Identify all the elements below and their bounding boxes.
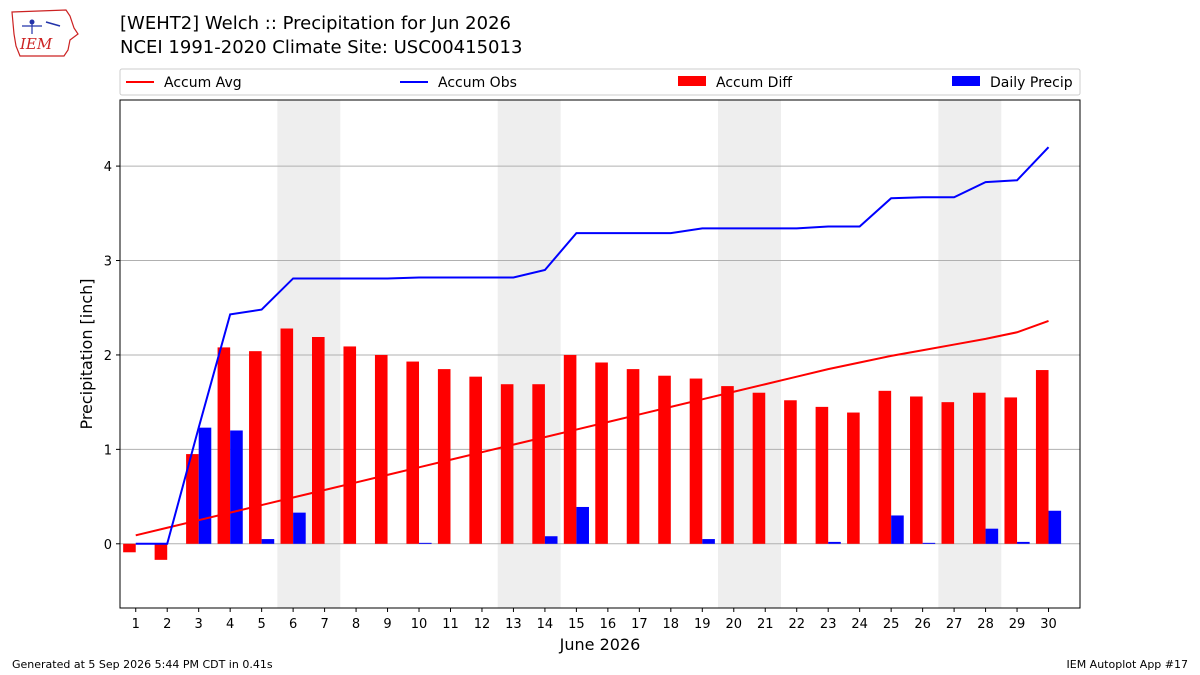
accum-avg-line <box>135 320 1049 537</box>
x-tick-label: 4 <box>226 617 234 632</box>
daily-precip-bar <box>198 427 212 544</box>
daily-precip-bar <box>261 539 275 544</box>
legend-box <box>119 68 1081 96</box>
y-tick-label: 2 <box>104 349 112 364</box>
accum-diff-bar <box>500 384 514 544</box>
x-tick-label: 26 <box>914 617 931 632</box>
accum-diff-bar <box>437 369 451 544</box>
y-tick-label: 3 <box>104 255 112 270</box>
y-tick-label: 4 <box>104 160 112 175</box>
y-tick-label: 0 <box>104 538 112 553</box>
x-axis-label: June 2026 <box>559 635 641 654</box>
x-tick-label: 30 <box>1040 617 1057 632</box>
x-tick-label: 3 <box>195 617 203 632</box>
accum-diff-bar <box>972 392 986 544</box>
y-axis-label: Precipitation [inch] <box>77 278 96 429</box>
accum-diff-bar <box>910 396 923 544</box>
x-tick-label: 1 <box>132 617 140 632</box>
app-footer: IEM Autoplot App #17 <box>1066 658 1189 671</box>
legend-daily-precip-swatch <box>952 76 980 86</box>
x-tick-label: 27 <box>946 617 963 632</box>
x-tick-label: 23 <box>820 617 837 632</box>
accum-diff-bar <box>406 361 420 544</box>
iowa-state-outline <box>11 9 79 57</box>
accum-diff-bar <box>532 384 545 544</box>
daily-precip-bar <box>1048 510 1062 544</box>
accum-diff-bar <box>280 328 294 544</box>
x-tick-label: 19 <box>694 617 711 632</box>
logo-text: IEM <box>19 35 53 53</box>
x-tick-label: 15 <box>568 617 585 632</box>
x-tick-label: 25 <box>883 617 900 632</box>
legend-daily-precip-label: Daily Precip <box>990 75 1073 91</box>
legend-accum-diff-swatch <box>678 76 706 86</box>
chart-title: [WEHT2] Welch :: Precipitation for Jun 2… <box>120 13 511 34</box>
x-tick-label: 22 <box>788 617 805 632</box>
plot-frame <box>119 99 1081 609</box>
legend-accum-diff-label: Accum Diff <box>716 75 792 91</box>
accum-diff-bar <box>1035 370 1049 544</box>
x-tick-label: 8 <box>352 617 360 632</box>
accum-diff-bar <box>154 543 168 560</box>
daily-precip-bar <box>828 541 841 544</box>
daily-precip-bar <box>891 515 904 544</box>
accum-diff-bar <box>343 346 357 544</box>
daily-precip-bar <box>230 430 243 544</box>
accum-diff-bar <box>784 400 797 544</box>
x-tick-label: 21 <box>757 617 774 632</box>
y-tick-label: 1 <box>104 443 112 458</box>
daily-precip-bar <box>1017 541 1030 544</box>
x-tick-label: 28 <box>977 617 994 632</box>
daily-precip-bar <box>702 539 715 544</box>
accum-diff-bar <box>595 362 608 544</box>
accum-diff-bar <box>123 543 136 553</box>
accum-diff-bar <box>374 354 388 544</box>
accum-diff-bar <box>312 337 325 544</box>
daily-precip-bar <box>544 536 558 544</box>
daily-precip-bar <box>985 528 999 544</box>
accum-diff-bar <box>815 406 829 544</box>
x-tick-label: 12 <box>474 617 491 632</box>
iem-logo: IEM <box>11 9 79 57</box>
x-tick-label: 10 <box>411 617 428 632</box>
accum-diff-bar <box>941 402 955 544</box>
accum-diff-bar <box>878 390 892 544</box>
x-tick-label: 29 <box>1009 617 1026 632</box>
x-tick-label: 5 <box>257 617 265 632</box>
accum-diff-bar <box>689 378 703 544</box>
legend-accum-avg-label: Accum Avg <box>164 75 242 91</box>
x-tick-label: 16 <box>600 617 617 632</box>
generated-footer: Generated at 5 Sep 2026 5:44 PM CDT in 0… <box>12 658 273 671</box>
accum-diff-bar <box>1004 397 1018 544</box>
x-tick-label: 9 <box>383 617 391 632</box>
accum-diff-bar <box>626 369 640 544</box>
accum-obs-line <box>135 146 1050 545</box>
accum-diff-bar <box>658 375 671 544</box>
daily-precip-bar <box>293 512 306 544</box>
x-tick-label: 11 <box>442 617 459 632</box>
accum-diff-bar <box>752 392 766 544</box>
x-tick-label: 13 <box>505 617 522 632</box>
legend-accum-obs-label: Accum Obs <box>438 75 517 91</box>
accum-diff-bar <box>217 347 231 544</box>
x-tick-label: 6 <box>289 617 297 632</box>
accum-diff-bar <box>847 412 860 544</box>
daily-precip-bar <box>576 506 589 544</box>
accum-diff-bar <box>721 386 734 544</box>
x-tick-label: 7 <box>320 617 328 632</box>
accum-diff-bar <box>469 376 482 544</box>
daily-precip-bar <box>419 542 432 544</box>
x-tick-label: 20 <box>725 617 742 632</box>
accum-diff-bar <box>249 351 262 544</box>
x-tick-label: 18 <box>663 617 680 632</box>
daily-precip-bar <box>922 542 936 544</box>
x-tick-label: 2 <box>163 617 171 632</box>
accum-diff-bar <box>563 354 577 544</box>
x-tick-label: 24 <box>851 617 868 632</box>
x-tick-label: 14 <box>537 617 554 632</box>
chart-subtitle: NCEI 1991-2020 Climate Site: USC00415013 <box>120 37 523 58</box>
x-tick-label: 17 <box>631 617 648 632</box>
